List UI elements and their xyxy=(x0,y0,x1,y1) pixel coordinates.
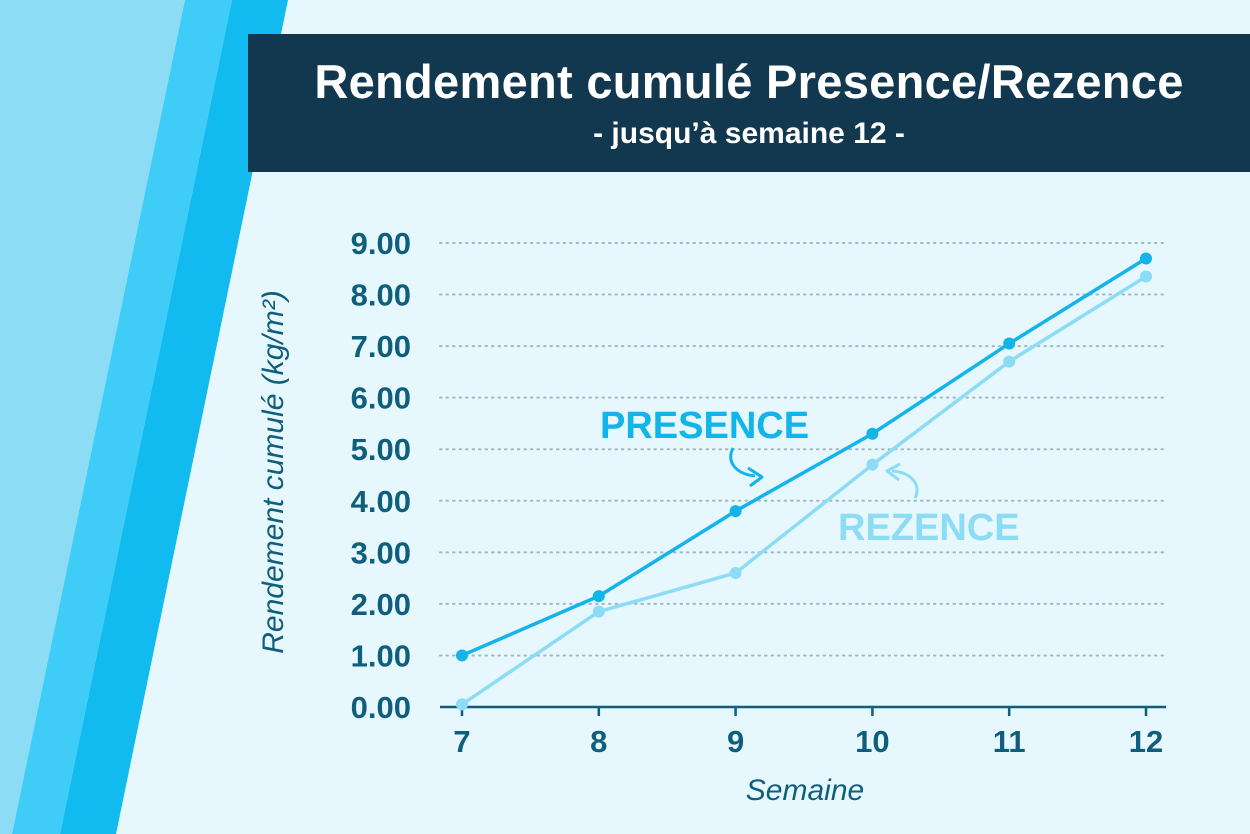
series-label-presence: PRESENCE xyxy=(600,405,809,447)
x-tick-label: 10 xyxy=(855,724,889,759)
x-tick-label: 7 xyxy=(453,724,470,759)
x-tick-label: 9 xyxy=(727,724,744,759)
x-tick-label: 11 xyxy=(993,724,1026,759)
gridlines xyxy=(439,242,1167,657)
y-tick-label: 8.00 xyxy=(351,278,411,313)
data-point-presence xyxy=(866,427,879,440)
data-point-rezence xyxy=(729,566,742,579)
y-tick-label: 7.00 xyxy=(351,329,411,364)
title-banner: Rendement cumulé Presence/Rezence - jusq… xyxy=(248,34,1250,172)
data-point-rezence xyxy=(1003,355,1016,368)
data-point-rezence xyxy=(1140,270,1152,283)
x-axis-label: Semaine xyxy=(746,774,864,807)
y-tick-label: 6.00 xyxy=(351,381,411,416)
y-tick-label: 0.00 xyxy=(351,690,411,725)
tick-labels: 0.00 1.00 2.00 3.00 4.00 5.00 6.00 7.00 8.00 9.00… xyxy=(351,226,1164,759)
y-tick-label: 2.00 xyxy=(351,587,411,622)
chart-title: Rendement cumulé Presence/Rezence xyxy=(314,55,1184,108)
y-tick-label: 5.00 xyxy=(351,432,411,467)
series-line-rezence xyxy=(461,275,1147,706)
data-point-rezence xyxy=(592,605,605,618)
series-line-presence xyxy=(461,256,1147,658)
presence-arrow xyxy=(729,447,756,478)
stripe-bright xyxy=(60,0,288,834)
series-labels: PRESENCE REZENCE xyxy=(600,405,1020,549)
x-tick-label: 12 xyxy=(1129,724,1163,759)
data-point-presence xyxy=(592,590,605,603)
y-tick-label: 1.00 xyxy=(351,638,411,673)
series-group xyxy=(456,252,1152,711)
chart-subtitle: - jusqu’à semaine 12 - xyxy=(593,117,905,150)
data-point-presence xyxy=(456,649,468,662)
y-tick-label: 9.00 xyxy=(351,226,411,261)
presence-arrowhead xyxy=(747,466,764,488)
stripe-light xyxy=(0,0,185,834)
data-point-rezence xyxy=(456,698,468,711)
data-point-presence xyxy=(1140,252,1152,265)
x-tick-label: 8 xyxy=(590,724,607,759)
rezence-arrow xyxy=(891,469,919,499)
data-point-presence xyxy=(729,505,742,518)
rezence-arrowhead xyxy=(885,462,901,482)
y-tick-label: 3.00 xyxy=(351,535,411,570)
series-label-rezence: REZENCE xyxy=(838,507,1020,549)
axes xyxy=(440,705,1166,716)
y-axis-label: Rendement cumulé (kg/m²) xyxy=(257,290,290,653)
data-point-presence xyxy=(1003,337,1016,350)
y-tick-label: 4.00 xyxy=(351,484,411,519)
stripe-medium xyxy=(12,0,232,834)
data-point-rezence xyxy=(866,458,879,471)
